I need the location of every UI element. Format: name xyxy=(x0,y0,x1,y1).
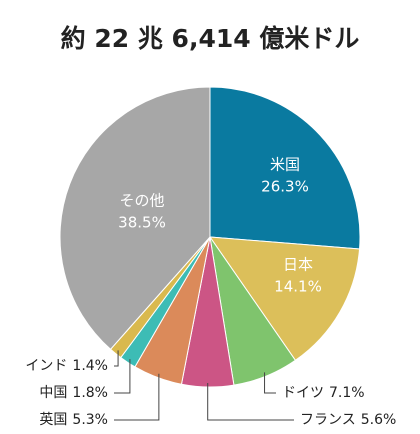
leader-line xyxy=(207,382,294,421)
value-label: 5.6% xyxy=(361,412,397,428)
pie-slice xyxy=(59,86,211,350)
category-label: インド xyxy=(25,358,67,374)
slice-label: その他 xyxy=(119,192,164,210)
value-label: 7.1% xyxy=(329,385,365,401)
leader-line xyxy=(114,350,119,367)
leader-line xyxy=(114,359,131,394)
value-label: 14.1% xyxy=(274,278,322,296)
leader-line xyxy=(114,373,160,421)
slice-label: 日本 xyxy=(283,256,313,274)
slice-label: インド 1.4% xyxy=(25,358,108,374)
value-label: 5.3% xyxy=(72,412,108,428)
slice-label: 米国 xyxy=(270,156,300,174)
value-label: 1.4% xyxy=(72,358,108,374)
slice-label: 中国 1.8% xyxy=(39,385,108,401)
slice-label: フランス 5.6% xyxy=(300,412,396,428)
pie-slice xyxy=(209,86,361,250)
pie-slice xyxy=(208,236,361,362)
category-label: ドイツ xyxy=(282,385,324,401)
value-label: 38.5% xyxy=(118,214,166,232)
leader-line xyxy=(264,372,276,394)
chart-title: 約 22 兆 6,414 億米ドル xyxy=(61,24,360,53)
slice-label: 英国 5.3% xyxy=(39,411,108,428)
value-label: 26.3% xyxy=(261,178,309,196)
value-label: 1.8% xyxy=(72,385,108,401)
category-label: 中国 xyxy=(39,385,67,401)
category-label: 英国 xyxy=(39,411,67,428)
category-label: フランス xyxy=(300,412,356,428)
slice-label: ドイツ 7.1% xyxy=(282,385,365,401)
